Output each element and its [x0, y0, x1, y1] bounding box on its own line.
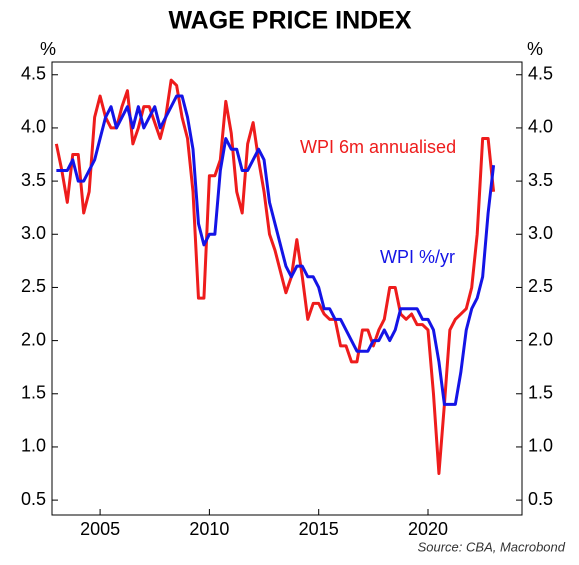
y-tick-label: 1.5	[21, 383, 46, 403]
y-tick-label: 4.5	[21, 64, 46, 84]
y2-tick-label: 2.5	[528, 276, 553, 296]
annotation: WPI %/yr	[380, 247, 455, 267]
chart-title: WAGE PRICE INDEX	[168, 7, 411, 35]
series-line	[56, 94, 496, 406]
x-tick-label: 2010	[189, 519, 229, 539]
y-unit-right: %	[527, 39, 543, 59]
y-tick-label: 3.0	[21, 223, 46, 243]
annotation: WPI 6m annualised	[300, 137, 456, 157]
y-tick-label: 1.0	[21, 436, 46, 456]
y2-tick-label: 4.0	[528, 117, 553, 137]
y2-tick-label: 0.5	[528, 489, 553, 509]
plot-frame	[51, 61, 523, 516]
source: Source: CBA, Macrobond	[418, 539, 566, 554]
y-unit-left: %	[40, 39, 56, 59]
y2-tick-label: 4.5	[528, 64, 553, 84]
y-tick-label: 0.5	[21, 489, 46, 509]
x-tick-label: 2020	[408, 519, 448, 539]
y-tick-label: 4.0	[21, 117, 46, 137]
y2-tick-label: 3.0	[528, 223, 553, 243]
x-tick-label: 2015	[299, 519, 339, 539]
y2-tick-label: 1.0	[528, 436, 553, 456]
y-tick-label: 2.5	[21, 276, 46, 296]
y2-tick-label: 3.5	[528, 170, 553, 190]
y2-tick-label: 2.0	[528, 329, 553, 349]
y2-tick-label: 1.5	[528, 383, 553, 403]
y-tick-label: 3.5	[21, 170, 46, 190]
x-tick-label: 2005	[80, 519, 120, 539]
y-tick-label: 2.0	[21, 329, 46, 349]
